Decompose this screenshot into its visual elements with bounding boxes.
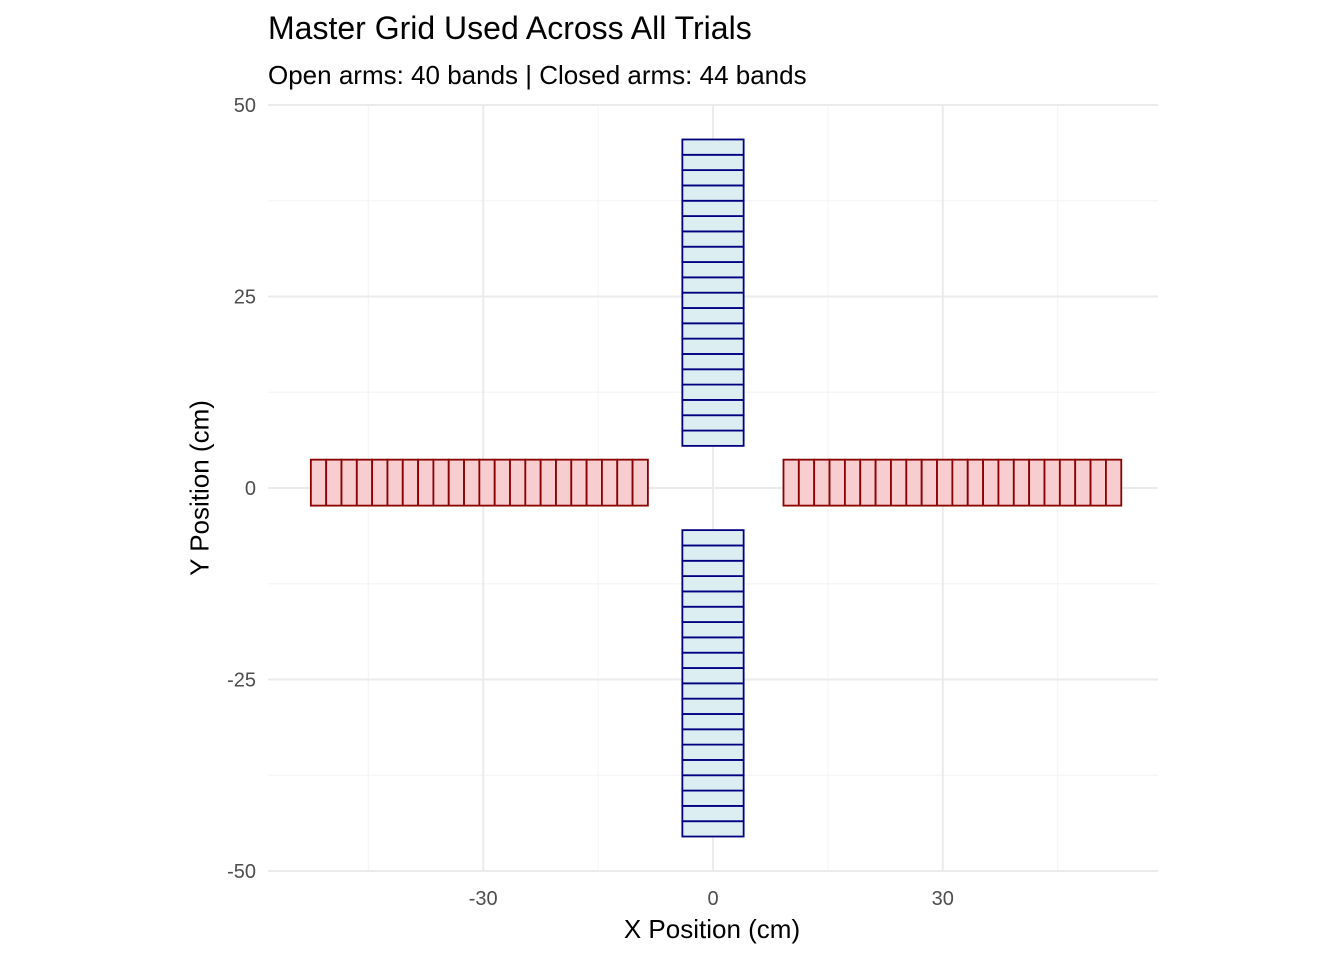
y-axis-label: Y Position (cm) bbox=[184, 400, 215, 576]
closed-arm-band-north bbox=[681, 261, 745, 279]
closed-arm-band-north bbox=[681, 169, 745, 187]
x-tick-label: 30 bbox=[932, 888, 954, 910]
open-arm-band-west bbox=[493, 458, 511, 507]
open-arm-band-west bbox=[325, 458, 343, 507]
closed-arm-band-south bbox=[681, 651, 745, 669]
closed-arm-band-north bbox=[681, 291, 745, 309]
closed-arm-band-south bbox=[681, 529, 745, 547]
chart-subtitle: Open arms: 40 bands | Closed arms: 44 ba… bbox=[268, 60, 807, 90]
open-arm-band-east bbox=[966, 458, 984, 507]
open-arm-band-west bbox=[432, 458, 450, 507]
closed-arm-band-south bbox=[681, 636, 745, 654]
y-tick-label: -50 bbox=[227, 861, 256, 883]
y-tick-label: 0 bbox=[245, 478, 256, 500]
x-tick-label: -30 bbox=[469, 888, 498, 910]
closed-arm-band-south bbox=[681, 743, 745, 761]
open-arm-band-east bbox=[997, 458, 1015, 507]
open-arm-band-east bbox=[1074, 458, 1092, 507]
closed-arm-band-south bbox=[681, 544, 745, 562]
closed-arm-band-south bbox=[681, 559, 745, 577]
closed-arm-band-north bbox=[681, 337, 745, 355]
y-tick-label: 25 bbox=[234, 287, 256, 309]
open-arm-band-west bbox=[463, 458, 481, 507]
closed-arm-band-south bbox=[681, 774, 745, 792]
open-arm-band-east bbox=[920, 458, 938, 507]
closed-arm-band-north bbox=[681, 353, 745, 371]
open-arm-band-west bbox=[509, 458, 527, 507]
open-arm-band-east bbox=[1028, 458, 1046, 507]
closed-arm-band-north bbox=[681, 184, 745, 202]
open-arm-band-east bbox=[859, 458, 877, 507]
closed-arm-band-north bbox=[681, 307, 745, 325]
open-arm-band-east bbox=[1012, 458, 1031, 507]
open-arm-band-east bbox=[1105, 458, 1123, 507]
closed-arm-band-north bbox=[681, 429, 745, 447]
open-arm-band-west bbox=[478, 458, 496, 507]
open-arm-band-west bbox=[555, 458, 573, 507]
closed-arm-band-north bbox=[681, 215, 745, 233]
closed-arm-band-north bbox=[681, 368, 745, 386]
open-arm-band-east bbox=[936, 458, 954, 507]
open-arm-band-west bbox=[340, 458, 358, 507]
open-arm-band-east bbox=[951, 458, 969, 507]
open-arm-band-west bbox=[601, 458, 619, 507]
closed-arm-band-south bbox=[681, 667, 745, 685]
open-arm-band-west bbox=[570, 458, 588, 507]
closed-arm-band-north bbox=[681, 414, 745, 432]
closed-arm-band-north bbox=[681, 322, 745, 340]
y-tick-label: -25 bbox=[227, 670, 256, 692]
open-arm-band-west bbox=[371, 458, 389, 507]
open-arm-band-west bbox=[417, 458, 435, 507]
closed-arm-band-north bbox=[681, 199, 745, 217]
open-arm-band-east bbox=[1043, 458, 1061, 507]
closed-arm-band-south bbox=[681, 804, 745, 823]
open-arm-band-east bbox=[843, 458, 862, 507]
closed-arm-band-north bbox=[681, 383, 745, 401]
open-arm-band-east bbox=[782, 458, 800, 507]
open-arm-band-west bbox=[309, 458, 328, 507]
closed-arm-band-south bbox=[681, 713, 745, 731]
open-arm-band-west bbox=[355, 458, 374, 507]
open-arm-band-east bbox=[797, 458, 816, 507]
open-arm-band-west bbox=[401, 458, 419, 507]
closed-arm-band-north bbox=[681, 230, 745, 248]
closed-arm-band-south bbox=[681, 728, 745, 746]
closed-arm-band-north bbox=[681, 276, 745, 294]
x-tick-label: 0 bbox=[707, 888, 718, 910]
closed-arm-band-north bbox=[681, 153, 745, 172]
open-arm-band-east bbox=[828, 458, 846, 507]
open-arm-band-west bbox=[616, 458, 634, 507]
closed-arm-band-north bbox=[681, 245, 745, 263]
open-arm-band-east bbox=[905, 458, 923, 507]
closed-arm-band-north bbox=[681, 138, 745, 156]
open-arm-band-west bbox=[386, 458, 404, 507]
closed-arm-band-south bbox=[681, 697, 745, 715]
closed-arm-band-south bbox=[681, 575, 745, 593]
closed-arm-band-south bbox=[681, 605, 745, 623]
open-arm-band-east bbox=[813, 458, 831, 507]
open-arm-band-west bbox=[447, 458, 465, 507]
open-arm-band-west bbox=[631, 458, 649, 507]
open-arm-band-east bbox=[890, 458, 908, 507]
closed-arm-band-south bbox=[681, 789, 745, 807]
open-arm-band-east bbox=[1089, 458, 1107, 507]
open-arm-band-east bbox=[1058, 458, 1077, 507]
closed-arm-band-south bbox=[681, 621, 745, 639]
open-arm-band-west bbox=[585, 458, 603, 507]
closed-arm-band-south bbox=[681, 590, 745, 608]
closed-arm-band-south bbox=[681, 820, 745, 838]
open-arm-band-west bbox=[524, 458, 542, 507]
closed-arm-band-north bbox=[681, 399, 745, 417]
x-axis-label: X Position (cm) bbox=[623, 914, 801, 944]
open-arm-band-east bbox=[982, 458, 1000, 507]
chart-title: Master Grid Used Across All Trials bbox=[268, 10, 752, 46]
open-arm-band-east bbox=[874, 458, 892, 507]
closed-arm-band-south bbox=[681, 759, 745, 777]
open-arm-band-west bbox=[539, 458, 557, 507]
y-tick-label: 50 bbox=[234, 95, 256, 117]
closed-arm-band-south bbox=[681, 682, 745, 700]
